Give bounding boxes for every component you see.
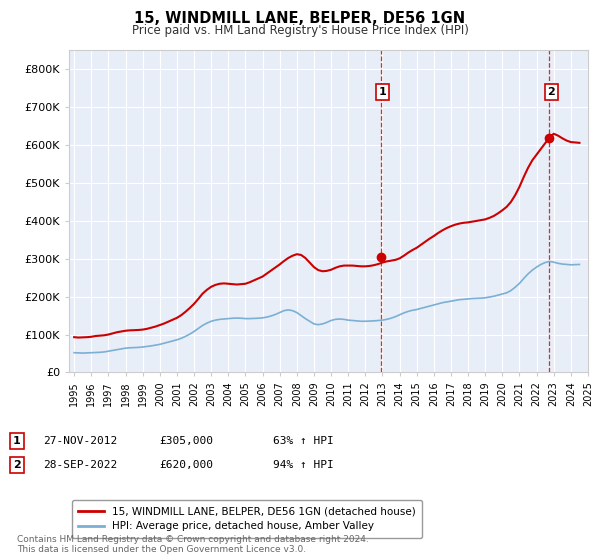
Text: 15, WINDMILL LANE, BELPER, DE56 1GN: 15, WINDMILL LANE, BELPER, DE56 1GN <box>134 11 466 26</box>
Text: 1: 1 <box>13 436 20 446</box>
Text: £620,000: £620,000 <box>159 460 213 470</box>
Text: 1: 1 <box>379 87 386 97</box>
Text: 27-NOV-2012: 27-NOV-2012 <box>43 436 118 446</box>
Text: 94% ↑ HPI: 94% ↑ HPI <box>273 460 334 470</box>
Text: Contains HM Land Registry data © Crown copyright and database right 2024.
This d: Contains HM Land Registry data © Crown c… <box>17 535 368 554</box>
Text: 63% ↑ HPI: 63% ↑ HPI <box>273 436 334 446</box>
Text: Price paid vs. HM Land Registry's House Price Index (HPI): Price paid vs. HM Land Registry's House … <box>131 24 469 36</box>
Text: 2: 2 <box>547 87 555 97</box>
Text: £305,000: £305,000 <box>159 436 213 446</box>
Text: 2: 2 <box>13 460 20 470</box>
Text: 28-SEP-2022: 28-SEP-2022 <box>43 460 118 470</box>
Legend: 15, WINDMILL LANE, BELPER, DE56 1GN (detached house), HPI: Average price, detach: 15, WINDMILL LANE, BELPER, DE56 1GN (det… <box>71 500 422 538</box>
